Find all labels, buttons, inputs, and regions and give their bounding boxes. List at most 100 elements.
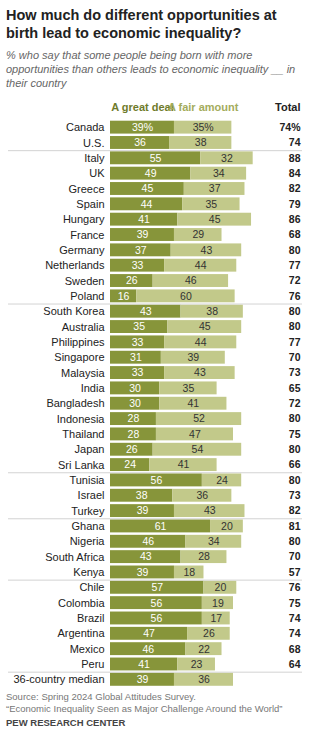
svg-text:54: 54 <box>192 443 204 455</box>
svg-text:82: 82 <box>289 504 301 516</box>
svg-text:Bangladesh: Bangladesh <box>46 397 104 409</box>
svg-text:34: 34 <box>208 535 220 547</box>
svg-text:35: 35 <box>206 198 218 210</box>
svg-text:57: 57 <box>151 581 163 593</box>
svg-text:56: 56 <box>151 612 163 624</box>
svg-text:56: 56 <box>151 474 163 486</box>
svg-text:77: 77 <box>289 336 301 348</box>
svg-text:75: 75 <box>289 596 301 608</box>
svg-text:Ghana: Ghana <box>71 520 105 532</box>
svg-text:Hungary: Hungary <box>63 213 105 225</box>
svg-text:Greece: Greece <box>68 183 104 195</box>
svg-text:80: 80 <box>289 320 301 332</box>
svg-text:65: 65 <box>289 382 301 394</box>
svg-text:68: 68 <box>289 643 301 655</box>
svg-text:75: 75 <box>289 428 301 440</box>
svg-text:India: India <box>81 382 106 394</box>
svg-text:46: 46 <box>142 535 154 547</box>
svg-text:41: 41 <box>178 458 190 470</box>
svg-text:41: 41 <box>187 397 199 409</box>
svg-text:35%: 35% <box>193 121 214 133</box>
svg-text:Canada: Canada <box>66 121 105 133</box>
svg-text:39: 39 <box>137 504 149 516</box>
svg-text:39: 39 <box>187 351 199 363</box>
svg-text:Germany: Germany <box>59 244 105 256</box>
svg-text:31: 31 <box>130 351 142 363</box>
svg-text:61: 61 <box>155 520 167 532</box>
svg-text:73: 73 <box>289 366 301 378</box>
svg-text:70: 70 <box>289 351 301 363</box>
svg-text:76: 76 <box>289 581 301 593</box>
svg-text:Australia: Australia <box>62 321 106 333</box>
svg-text:Nigeria: Nigeria <box>70 535 106 547</box>
svg-text:A great deal: A great deal <box>111 101 174 113</box>
svg-text:80: 80 <box>289 412 301 424</box>
svg-text:38: 38 <box>206 305 218 317</box>
svg-text:43: 43 <box>140 550 152 562</box>
svg-text:Netherlands: Netherlands <box>45 259 105 271</box>
svg-text:33: 33 <box>132 336 144 348</box>
svg-text:South Korea: South Korea <box>43 305 105 317</box>
svg-text:Colombia: Colombia <box>58 597 105 609</box>
svg-text:Argentina: Argentina <box>57 627 105 639</box>
svg-text:Thailand: Thailand <box>62 428 104 440</box>
svg-text:70: 70 <box>289 550 301 562</box>
svg-text:80: 80 <box>289 474 301 486</box>
svg-text:73: 73 <box>289 489 301 501</box>
svg-text:45: 45 <box>209 213 221 225</box>
svg-text:64: 64 <box>289 658 301 670</box>
svg-text:66: 66 <box>289 458 301 470</box>
svg-text:41: 41 <box>138 213 150 225</box>
svg-text:Philippines: Philippines <box>51 336 105 348</box>
svg-text:37: 37 <box>209 182 221 194</box>
svg-text:28: 28 <box>198 550 210 562</box>
svg-text:34: 34 <box>213 167 225 179</box>
svg-text:Indonesia: Indonesia <box>57 413 106 425</box>
svg-text:33: 33 <box>132 366 144 378</box>
svg-text:Poland: Poland <box>70 290 104 302</box>
svg-text:29: 29 <box>192 228 204 240</box>
svg-text:55: 55 <box>150 152 162 164</box>
svg-text:56: 56 <box>151 596 163 608</box>
svg-text:80: 80 <box>289 535 301 547</box>
svg-text:36-country median: 36-country median <box>13 673 104 685</box>
svg-text:47: 47 <box>189 428 201 440</box>
svg-text:37: 37 <box>135 244 147 256</box>
svg-text:45: 45 <box>142 182 154 194</box>
svg-text:52: 52 <box>193 412 205 424</box>
svg-text:30: 30 <box>129 382 141 394</box>
svg-text:Spain: Spain <box>76 198 104 210</box>
svg-text:82: 82 <box>289 182 301 194</box>
svg-text:17: 17 <box>210 612 222 624</box>
svg-text:74: 74 <box>289 627 301 639</box>
svg-text:38: 38 <box>136 489 148 501</box>
svg-text:45: 45 <box>199 320 211 332</box>
svg-text:Total: Total <box>275 101 300 113</box>
svg-text:26: 26 <box>203 627 215 639</box>
svg-text:88: 88 <box>289 152 301 164</box>
svg-text:33: 33 <box>132 259 144 271</box>
svg-text:49: 49 <box>145 167 157 179</box>
svg-text:Chile: Chile <box>79 581 104 593</box>
svg-text:Turkey: Turkey <box>71 505 105 517</box>
svg-text:Mexico: Mexico <box>70 643 105 655</box>
svg-text:19: 19 <box>212 596 224 608</box>
svg-text:76: 76 <box>289 290 301 302</box>
svg-text:23: 23 <box>191 658 203 670</box>
svg-text:86: 86 <box>289 213 301 225</box>
svg-text:24: 24 <box>216 474 228 486</box>
svg-text:74: 74 <box>289 136 301 148</box>
svg-text:84: 84 <box>289 167 301 179</box>
svg-text:43: 43 <box>201 244 213 256</box>
svg-text:39%: 39% <box>132 121 153 133</box>
svg-text:18: 18 <box>183 566 195 578</box>
svg-text:44: 44 <box>195 259 207 271</box>
svg-text:36: 36 <box>198 673 210 685</box>
svg-text:28: 28 <box>128 412 140 424</box>
svg-text:France: France <box>70 229 104 241</box>
svg-text:74%: 74% <box>279 121 301 133</box>
svg-text:36: 36 <box>134 136 146 148</box>
svg-text:43: 43 <box>140 305 152 317</box>
svg-text:72: 72 <box>289 274 301 286</box>
svg-text:28: 28 <box>128 428 140 440</box>
